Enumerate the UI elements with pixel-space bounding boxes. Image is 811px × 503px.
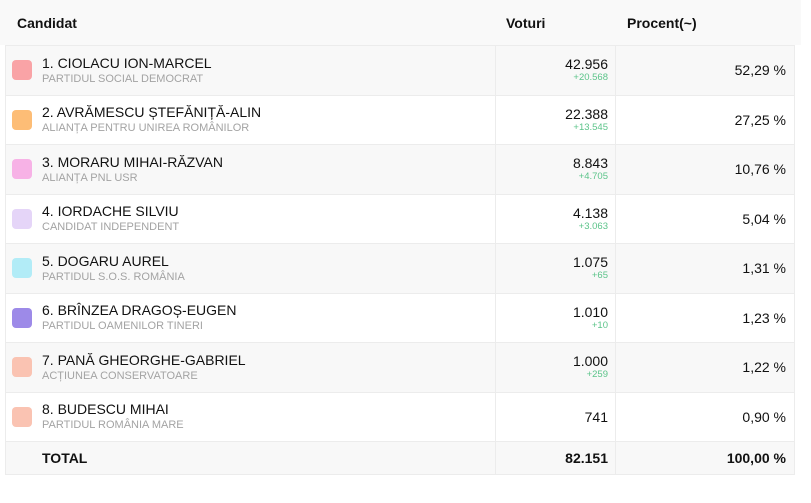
party-color-swatch [12, 159, 32, 180]
percent-value: 1,22 % [742, 359, 786, 376]
table-row: 8. BUDESCU MIHAI PARTIDUL ROMÂNIA MARE 7… [5, 391, 795, 442]
party-color-swatch [12, 357, 32, 378]
votes-value: 8.843 [572, 155, 608, 172]
votes-value: 741 [584, 408, 608, 425]
party-color-swatch [12, 60, 32, 81]
party-color-swatch [12, 208, 32, 229]
table-row: 1. CIOLACU ION-MARCEL PARTIDUL SOCIAL DE… [5, 45, 795, 95]
party-name: CANDIDAT INDEPENDENT [42, 221, 180, 234]
votes-cell: 1.075 +65 [495, 244, 616, 293]
votes-delta: +4.705 [578, 171, 608, 183]
party-color-swatch [12, 307, 32, 328]
total-percent: 100,00 % [726, 450, 786, 466]
votes-cell: 1.000 +259 [495, 343, 616, 392]
candidate-cell: 3. MORARU MIHAI-RĂZVAN ALIANȚA PNL USR [6, 145, 495, 194]
votes-delta: +13.545 [573, 121, 608, 133]
votes-cell: 1.010 +10 [495, 293, 616, 342]
table-row: 6. BRÎNZEA DRAGOȘ-EUGEN PARTIDUL OAMENIL… [5, 292, 795, 343]
party-color-swatch [12, 109, 32, 130]
party-name: PARTIDUL ROMÂNIA MARE [42, 419, 184, 432]
candidate-cell: 8. BUDESCU MIHAI PARTIDUL ROMÂNIA MARE [6, 393, 495, 442]
votes-value: 1.075 [572, 254, 608, 271]
candidate-cell: 4. IORDACHE SILVIU CANDIDAT INDEPENDENT [6, 195, 495, 244]
candidate-cell: 1. CIOLACU ION-MARCEL PARTIDUL SOCIAL DE… [6, 46, 495, 95]
candidate-name: 6. BRÎNZEA DRAGOȘ-EUGEN [42, 302, 237, 319]
total-label: TOTAL [42, 450, 88, 466]
total-row: TOTAL 82.151 100,00 % [5, 441, 795, 475]
party-name: ACȚIUNEA CONSERVATOARE [42, 369, 198, 382]
candidate-cell: 6. BRÎNZEA DRAGOȘ-EUGEN PARTIDUL OAMENIL… [6, 294, 495, 343]
party-name: PARTIDUL S.O.S. ROMÂNIA [42, 270, 185, 283]
percent-value: 5,04 % [742, 210, 786, 227]
party-color-swatch [12, 258, 32, 279]
votes-delta: +65 [591, 270, 608, 282]
party-color-swatch [12, 406, 32, 427]
candidate-name: 1. CIOLACU ION-MARCEL [42, 54, 212, 71]
table-row: 2. AVRĂMESCU ȘTEFĂNIȚĂ-ALIN ALIANȚA PENT… [5, 94, 795, 145]
results-table: Candidat Voturi Procent(~) 1. CIOLACU IO… [0, 0, 801, 475]
votes-delta: +20.568 [573, 72, 608, 84]
votes-delta: +10 [591, 319, 608, 331]
header-candidate[interactable]: Candidat [17, 14, 77, 31]
candidate-cell: 5. DOGARU AUREL PARTIDUL S.O.S. ROMÂNIA [6, 244, 495, 293]
table-row: 3. MORARU MIHAI-RĂZVAN ALIANȚA PNL USR 8… [5, 144, 795, 194]
candidate-name: 7. PANĂ GHEORGHE-GABRIEL [42, 351, 246, 368]
percent-value: 0,90 % [742, 408, 786, 425]
candidate-name: 2. AVRĂMESCU ȘTEFĂNIȚĂ-ALIN [42, 104, 262, 121]
percent-value: 27,25 % [734, 111, 786, 128]
candidate-name: 3. MORARU MIHAI-RĂZVAN [42, 153, 223, 170]
percent-value: 1,31 % [742, 260, 786, 277]
candidate-cell: 2. AVRĂMESCU ȘTEFĂNIȚĂ-ALIN ALIANȚA PENT… [6, 96, 495, 145]
votes-cell: 4.138 +3.063 [495, 194, 616, 243]
table-header: Candidat Voturi Procent(~) [0, 0, 801, 45]
table-row: 7. PANĂ GHEORGHE-GABRIEL ACȚIUNEA CONSER… [5, 342, 795, 392]
votes-cell: 42.956 +20.568 [495, 46, 616, 95]
votes-cell: 22.388 +13.545 [495, 95, 616, 144]
total-votes: 82.151 [495, 442, 616, 474]
votes-cell: 8.843 +4.705 [495, 145, 616, 194]
candidate-name: 8. BUDESCU MIHAI [42, 401, 169, 418]
header-percent[interactable]: Procent(~) [627, 14, 697, 31]
percent-value: 1,23 % [742, 309, 786, 326]
votes-cell: 741 [495, 392, 616, 441]
votes-value: 4.138 [572, 204, 608, 221]
candidate-name: 5. DOGARU AUREL [42, 252, 169, 269]
votes-value: 1.010 [572, 303, 608, 320]
party-name: PARTIDUL OAMENILOR TINERI [42, 320, 203, 333]
votes-value: 1.000 [572, 353, 608, 370]
header-votes[interactable]: Voturi [506, 14, 546, 31]
votes-delta: +259 [586, 369, 608, 381]
party-name: ALIANȚA PENTRU UNIREA ROMÂNILOR [42, 122, 250, 135]
votes-value: 42.956 [565, 56, 608, 73]
party-name: PARTIDUL SOCIAL DEMOCRAT [42, 72, 204, 85]
percent-value: 52,29 % [734, 62, 786, 79]
votes-value: 22.388 [565, 105, 608, 122]
votes-delta: +3.063 [578, 220, 608, 232]
table-row: 5. DOGARU AUREL PARTIDUL S.O.S. ROMÂNIA … [5, 243, 795, 293]
percent-value: 10,76 % [734, 161, 786, 178]
candidate-name: 4. IORDACHE SILVIU [42, 203, 179, 220]
table-row: 4. IORDACHE SILVIU CANDIDAT INDEPENDENT … [5, 193, 795, 244]
party-name: ALIANȚA PNL USR [42, 171, 138, 184]
candidate-cell: 7. PANĂ GHEORGHE-GABRIEL ACȚIUNEA CONSER… [6, 343, 495, 392]
